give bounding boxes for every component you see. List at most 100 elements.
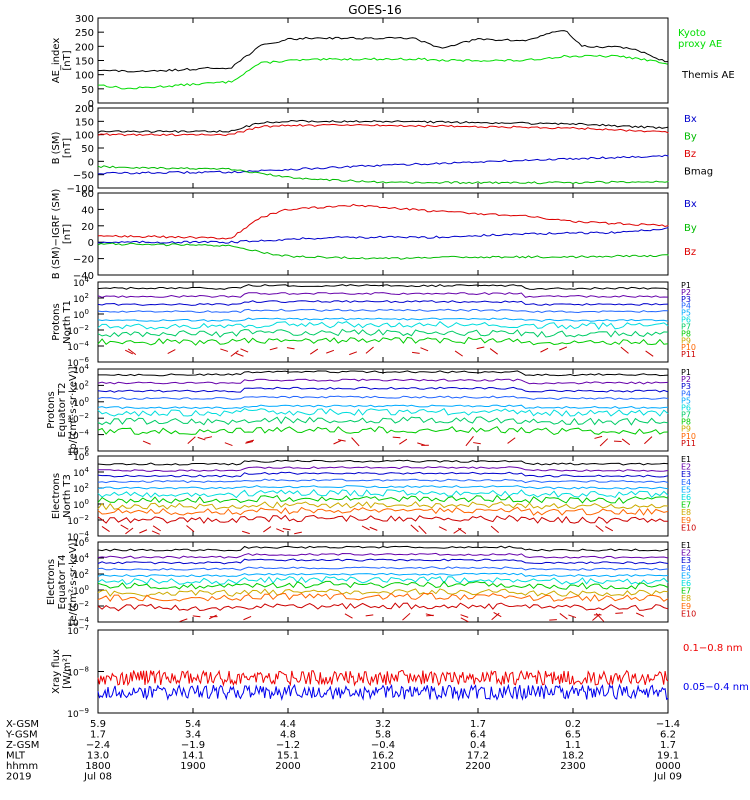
sparse-segment — [208, 614, 217, 620]
sparse-segment — [507, 437, 516, 444]
y-tick-label: 100 — [73, 584, 89, 597]
sparse-segment — [425, 613, 434, 617]
y-tick-label: 10−4 — [67, 340, 89, 353]
sparse-segment — [241, 530, 250, 535]
x-axis-value: 5.9 — [90, 719, 106, 730]
sparse-segment — [240, 348, 249, 353]
y-tick-label: 150 — [75, 117, 94, 128]
sparse-segment — [204, 436, 213, 439]
sparse-segment — [120, 524, 129, 530]
panel-3 — [97, 192, 669, 276]
sparse-segment — [152, 525, 161, 532]
legend-entry: proxy AE — [678, 39, 722, 50]
series-line — [97, 404, 669, 410]
legend-entry: Bz — [684, 247, 696, 258]
y-tick-label: 10−2 — [67, 514, 89, 527]
series-line — [97, 669, 669, 687]
channel-label: E3 — [681, 470, 691, 479]
x-axis-value: 3.2 — [375, 719, 391, 730]
series-line — [97, 416, 669, 426]
x-axis-value: 0.2 — [565, 719, 581, 730]
sparse-segment — [476, 346, 485, 350]
y-tick-label: 0 — [88, 157, 94, 168]
channel-label: P8 — [681, 418, 691, 427]
channel-label: P7 — [681, 411, 691, 420]
series-line — [97, 378, 669, 385]
sparse-segment — [592, 613, 601, 621]
panel-7 — [97, 541, 669, 623]
channel-label: P5 — [681, 309, 691, 318]
sparse-segment — [246, 439, 255, 443]
legend-entry: Themis AE — [681, 70, 735, 81]
y-axis-label: Equator T4 — [57, 555, 68, 610]
y-tick-label: 60 — [81, 189, 94, 200]
x-axis-value: 2200 — [465, 761, 490, 772]
sparse-segment — [276, 528, 285, 533]
x-axis-row-label: X-GSM — [6, 719, 39, 730]
series-line — [97, 466, 669, 472]
x-axis-value: −0.4 — [371, 740, 395, 751]
sparse-segment — [438, 526, 447, 531]
sparse-segment — [139, 529, 148, 534]
y-tick-label: 100 — [75, 131, 94, 142]
y-tick-label: 10−2 — [67, 600, 89, 613]
y-axis-label: Protons — [51, 303, 62, 340]
channel-label: P6 — [681, 403, 691, 412]
series-line — [97, 572, 669, 578]
channel-label: P6 — [681, 316, 691, 325]
series-line — [98, 370, 669, 377]
y-tick-label: −20 — [73, 255, 94, 266]
series-line — [97, 321, 669, 330]
sparse-segment — [392, 436, 401, 439]
y-tick-label: 250 — [75, 28, 94, 39]
panel-8 — [97, 629, 669, 714]
y-tick-label: 102 — [73, 292, 89, 305]
sparse-segment — [243, 615, 252, 621]
y-tick-label: 10−8 — [67, 666, 89, 679]
channel-label: E2 — [681, 463, 691, 472]
sparse-segment — [594, 435, 603, 439]
channel-label: P3 — [681, 295, 691, 304]
y-tick-label: 102 — [73, 482, 89, 495]
x-axis-row-label: 2019 — [6, 772, 31, 783]
y-axis-label: B (SM)−IGRF (SM) — [51, 189, 62, 280]
sparse-segment — [245, 440, 254, 444]
y-tick-label: 10−4 — [67, 429, 89, 442]
channel-label: P7 — [681, 322, 691, 331]
y-tick-label: 104 — [73, 466, 89, 479]
sparse-segment — [269, 347, 278, 351]
legend-entry: Bmag — [684, 167, 713, 178]
channel-label: P10 — [681, 343, 696, 352]
sparse-segment — [489, 348, 498, 355]
panel-4 — [97, 281, 669, 363]
sparse-segment — [621, 438, 631, 446]
sparse-segment — [620, 346, 629, 354]
y-tick-label: 10−7 — [67, 624, 89, 637]
x-axis-value: Jul 09 — [653, 772, 682, 783]
panel-frame — [97, 107, 669, 189]
sparse-segment — [230, 350, 239, 357]
y-tick-label: −50 — [73, 171, 94, 182]
sparse-segment — [309, 348, 319, 355]
y-tick-label: 0 — [88, 238, 94, 249]
x-axis-value: −1.4 — [656, 719, 680, 730]
x-axis-value: 18.2 — [562, 751, 584, 762]
y-tick-label: 104 — [73, 363, 89, 376]
series-line — [97, 292, 669, 298]
x-axis-value: 13.0 — [87, 751, 109, 762]
sparse-segment — [220, 348, 229, 352]
y-tick-label: 100 — [73, 396, 89, 409]
sparse-segment — [167, 349, 176, 354]
sparse-segment — [410, 524, 419, 533]
sparse-segment — [454, 350, 463, 357]
sparse-segment — [399, 438, 408, 445]
series-line — [97, 602, 669, 612]
legend-entry: Bx — [684, 114, 697, 125]
channel-label: P8 — [681, 329, 691, 338]
sparse-segment — [349, 351, 358, 356]
channel-label: P5 — [681, 396, 691, 405]
channel-label: P1 — [681, 368, 691, 377]
y-tick-label: 150 — [75, 57, 94, 68]
x-axis-row-label: hhmm — [6, 761, 38, 772]
